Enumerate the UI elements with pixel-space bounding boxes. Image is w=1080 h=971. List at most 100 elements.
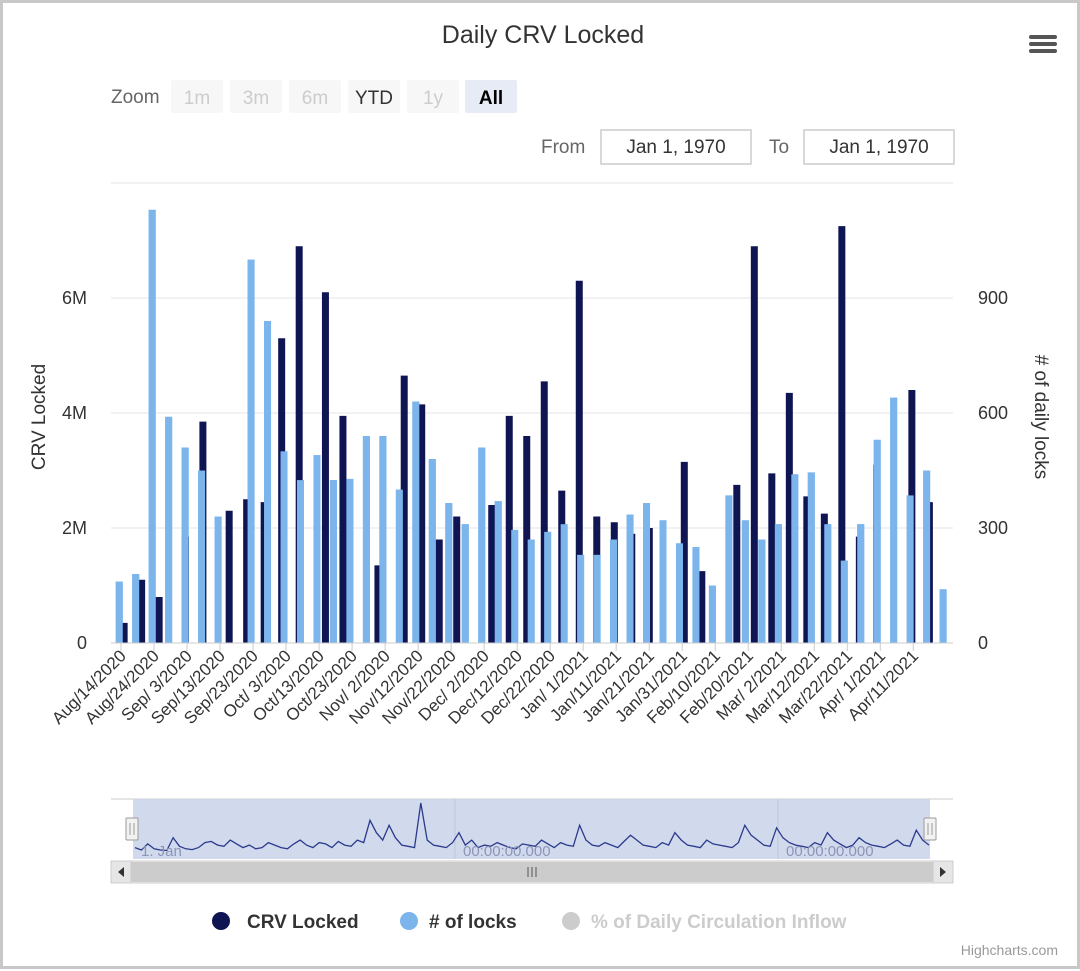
bar-crv-locked[interactable]	[540, 381, 548, 643]
bar-locks-overlay[interactable]	[280, 451, 288, 643]
bar-locks-overlay[interactable]	[148, 209, 156, 644]
legend-item[interactable]: # of locks	[400, 912, 517, 933]
bar-locks-overlay[interactable]	[610, 539, 618, 644]
bar-locks-overlay[interactable]	[181, 447, 189, 644]
zoom-button-3m[interactable]: 3m	[230, 80, 282, 113]
bar-crv-locked[interactable]	[680, 461, 688, 643]
navigator-left-handle[interactable]	[125, 817, 139, 841]
bar-locks-overlay[interactable]	[807, 472, 815, 643]
bar-locks-overlay[interactable]	[379, 436, 387, 643]
bar-crv-locked[interactable]	[155, 597, 163, 643]
y-left-axis: 0 2M 4M 6M	[62, 288, 87, 653]
bar-crv-locked[interactable]	[750, 246, 758, 643]
bar-locks-overlay[interactable]	[428, 459, 436, 643]
bar-locks-overlay[interactable]	[840, 560, 848, 643]
bar-locks-overlay[interactable]	[412, 401, 420, 644]
bar-crv-locked[interactable]	[321, 292, 329, 643]
zoom-button-1y[interactable]: 1y	[407, 80, 459, 113]
zoom-button-1m[interactable]: 1m	[171, 80, 223, 113]
bar-crv-locked[interactable]	[768, 473, 776, 643]
bar-locks-overlay[interactable]	[461, 524, 469, 643]
bar-locks-overlay[interactable]	[329, 480, 337, 643]
bar-crv-locked[interactable]	[523, 436, 531, 643]
bar-locks-overlay[interactable]	[527, 539, 535, 644]
bar-locks-overlay[interactable]	[626, 514, 634, 643]
chart-svg: Daily CRV Locked Zoom 1m 3m 6m YTD 1y All Fro…	[29, 21, 1061, 958]
zoom-button-ytd[interactable]: YTD	[348, 80, 400, 113]
bar-locks-overlay[interactable]	[593, 554, 601, 643]
legend-item[interactable]: CRV Locked	[212, 912, 359, 933]
bar-locks-overlay[interactable]	[214, 516, 222, 644]
from-input[interactable]: Jan 1, 1970	[600, 129, 752, 165]
bar-locks-overlay[interactable]	[132, 574, 140, 643]
bar-locks-overlay[interactable]	[264, 321, 272, 643]
navigator-right-handle[interactable]	[923, 817, 937, 841]
menu-icon[interactable]	[1025, 29, 1061, 59]
bar-locks-overlay[interactable]	[198, 470, 206, 644]
bar-locks-overlay[interactable]	[560, 524, 568, 643]
bar-locks-overlay[interactable]	[923, 470, 931, 644]
bar-locks-overlay[interactable]	[659, 520, 667, 643]
bar-locks-overlay[interactable]	[478, 447, 486, 644]
bar-locks-overlay[interactable]	[395, 489, 403, 643]
credits-link[interactable]: Highcharts.com	[961, 942, 1058, 958]
bar-locks-overlay[interactable]	[362, 436, 370, 643]
bar-crv-locked[interactable]	[418, 404, 426, 643]
scroll-right-button[interactable]	[932, 860, 954, 884]
bar-crv-locked[interactable]	[339, 415, 347, 643]
bar-locks-overlay[interactable]	[890, 397, 898, 643]
bar-crv-locked[interactable]	[838, 226, 846, 643]
bar-locks-overlay[interactable]	[643, 503, 651, 643]
bar-locks-overlay[interactable]	[692, 547, 700, 643]
bar-crv-locked[interactable]	[488, 505, 496, 643]
bar-locks-overlay[interactable]	[165, 416, 173, 643]
bar-crv-locked[interactable]	[120, 622, 128, 643]
bar-crv-locked[interactable]	[138, 579, 146, 643]
bar-locks-overlay[interactable]	[577, 554, 585, 643]
bar-crv-locked[interactable]	[505, 415, 513, 643]
bar-locks-overlay[interactable]	[906, 495, 914, 643]
to-input-value: Jan 1, 1970	[829, 137, 928, 158]
bar-locks-overlay[interactable]	[824, 524, 832, 643]
zoom-button-all[interactable]: All	[465, 80, 517, 113]
bar-locks-overlay[interactable]	[873, 439, 881, 643]
bar-locks-overlay[interactable]	[296, 480, 304, 643]
bar-crv-locked[interactable]	[698, 571, 706, 643]
bar-locks-overlay[interactable]	[791, 474, 799, 643]
bar-locks-overlay[interactable]	[494, 501, 502, 643]
bar-locks-overlay[interactable]	[346, 478, 354, 643]
bar-locks-overlay[interactable]	[511, 529, 519, 643]
bar-locks-overlay[interactable]	[758, 539, 766, 644]
bar-locks-overlay[interactable]	[857, 524, 865, 643]
bar-crv-locked[interactable]	[374, 565, 382, 643]
bar-locks-overlay[interactable]	[725, 495, 733, 643]
bar-crv-locked[interactable]	[225, 510, 233, 643]
scrollbar[interactable]	[110, 860, 954, 884]
bar-crv-locked[interactable]	[400, 375, 408, 643]
bar-locks-overlay[interactable]	[115, 581, 123, 643]
bar-crv-locked[interactable]	[453, 516, 461, 644]
scroll-left-button[interactable]	[110, 860, 132, 884]
bar-locks-overlay[interactable]	[675, 543, 683, 643]
zoom-button-6m[interactable]: 6m	[289, 80, 341, 113]
bar-crv-locked[interactable]	[733, 484, 741, 643]
to-input[interactable]: Jan 1, 1970	[803, 129, 955, 165]
bar-locks-overlay[interactable]	[313, 455, 321, 643]
bar-locks-overlay[interactable]	[741, 520, 749, 643]
bar-locks-overlay[interactable]	[445, 503, 453, 643]
bar-locks-overlay[interactable]	[247, 259, 255, 643]
bar-crv-locked[interactable]	[435, 539, 443, 644]
bar-locks-overlay[interactable]	[544, 531, 552, 643]
bar-crv-locked[interactable]	[295, 246, 303, 643]
navigator[interactable]: 1. Jan 00:00:00.000 00:00:00.000	[111, 798, 953, 860]
bar-locks-overlay[interactable]	[774, 524, 782, 643]
bar-crv-locked[interactable]	[803, 496, 811, 643]
bar-crv-locked[interactable]	[785, 392, 793, 643]
bar-crv-locked[interactable]	[575, 280, 583, 643]
bar-locks-overlay[interactable]	[708, 585, 716, 644]
navigator-mask[interactable]	[133, 799, 930, 859]
legend-item[interactable]: % of Daily Circulation Inflow	[562, 912, 847, 933]
bar-locks-overlay[interactable]	[939, 589, 947, 643]
bar-crv-locked[interactable]	[243, 499, 251, 643]
zoom-button-label: 3m	[243, 88, 269, 109]
